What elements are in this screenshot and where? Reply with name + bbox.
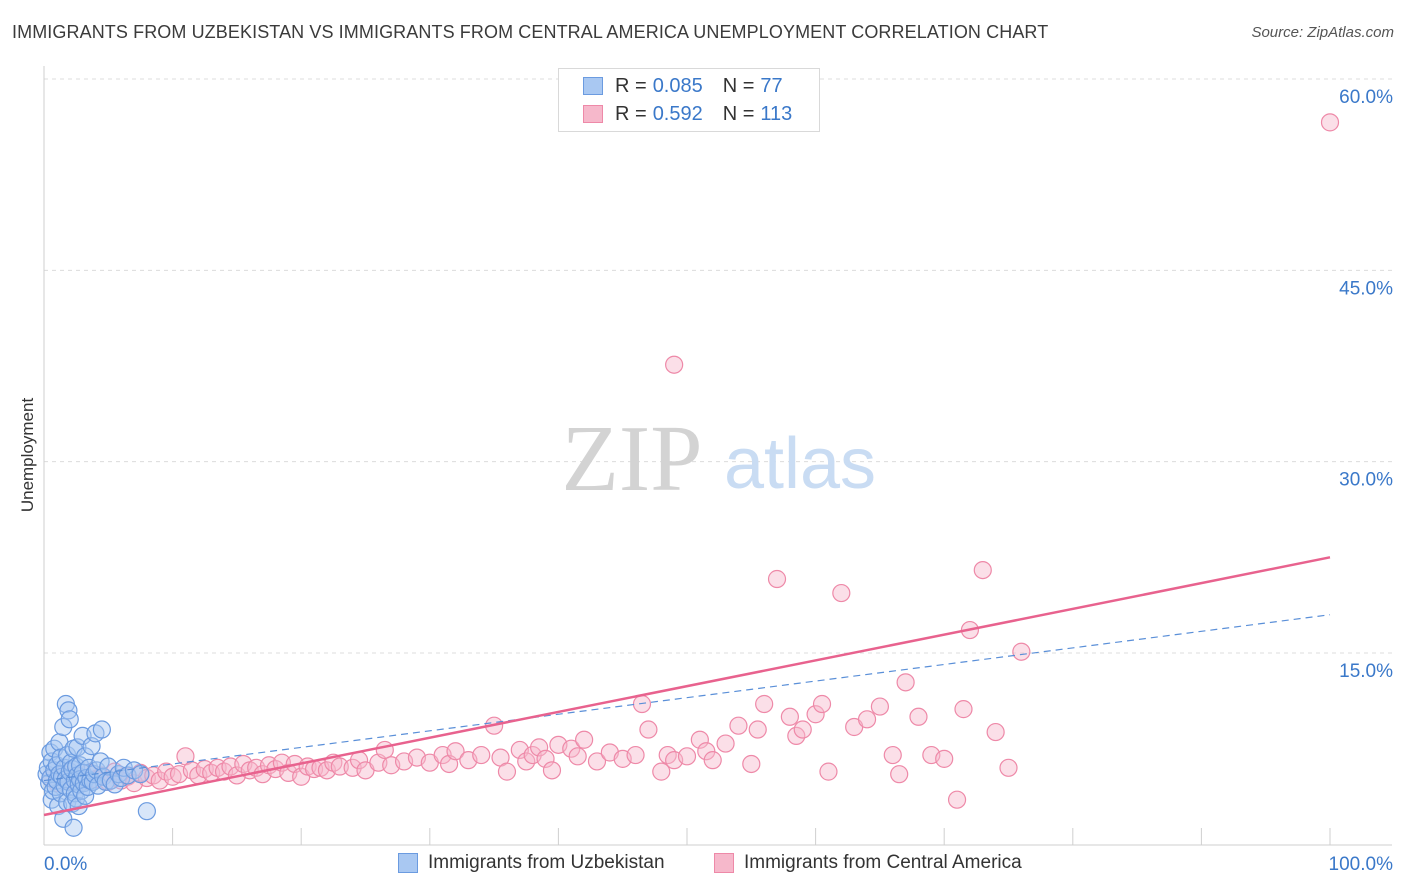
data-point-central-america (575, 730, 594, 749)
stats-legend: R = 0.085 N = 77 R = 0.592 N = 113 (558, 68, 820, 132)
watermark-atlas: atlas (724, 424, 876, 504)
legend-row-central-america: R = 0.592 N = 113 (583, 101, 792, 127)
data-point-central-america (755, 694, 774, 714)
data-point-central-america (742, 754, 761, 774)
data-point-central-america (793, 720, 812, 739)
data-point-central-america (870, 697, 890, 716)
data-point-central-america (677, 747, 697, 766)
legend-swatch-pink (583, 105, 603, 123)
y-tick-label: 45.0% (1339, 278, 1393, 299)
y-tick-label: 15.0% (1339, 661, 1393, 682)
data-point-central-america (703, 751, 722, 770)
bottom-legend-label: Immigrants from Uzbekistan (428, 852, 665, 873)
gridlines (44, 78, 1392, 654)
data-point-central-america (530, 738, 549, 757)
data-point-central-america (729, 716, 748, 735)
x-tick-label: 100.0% (1329, 854, 1394, 875)
data-point-central-america (690, 730, 709, 749)
data-point-central-america (896, 673, 915, 692)
data-point-central-america (716, 734, 735, 753)
data-point-central-america (446, 742, 465, 761)
trend-lines (43, 556, 1331, 817)
data-point-central-america (954, 700, 973, 719)
x-tick-label: 0.0% (44, 854, 87, 875)
bottom-legend-swatch-pink (714, 853, 734, 873)
data-point-central-america (665, 355, 684, 374)
legend-row-uzbekistan: R = 0.085 N = 77 (583, 73, 783, 99)
data-point-central-america (819, 762, 838, 781)
trendline-uzbekistan (43, 614, 1331, 782)
data-point-central-america (587, 752, 607, 771)
legend-r-label: R = (615, 74, 647, 97)
data-point-central-america (472, 745, 491, 765)
data-point-central-america (568, 747, 587, 766)
data-point-central-america (780, 707, 799, 726)
y-tick-label: 60.0% (1339, 87, 1393, 108)
data-point-central-america (536, 749, 555, 768)
data-point-central-america (497, 762, 517, 781)
data-point-central-america (652, 762, 671, 781)
bottom-legend-swatch-blue (398, 853, 418, 873)
data-point-central-america (639, 720, 658, 739)
tick-labels: 15.0% 30.0% 45.0% 60.0% 0.0% 100.0% (44, 87, 1393, 875)
data-point-central-america (935, 749, 954, 768)
bottom-legend-label: Immigrants from Central America (744, 852, 1022, 873)
data-point-central-america (857, 710, 877, 729)
source-note: Source: ZipAtlas.com (1251, 24, 1394, 41)
data-point-central-america (890, 765, 909, 784)
axes (43, 66, 1392, 846)
data-point-central-america (1012, 642, 1031, 661)
data-point-central-america (812, 694, 832, 714)
y-tick-label: 30.0% (1339, 470, 1393, 491)
data-point-uzbekistan (137, 802, 156, 821)
data-point-central-america (806, 705, 825, 724)
data-point-central-america (986, 722, 1005, 742)
data-point-central-america (883, 745, 902, 765)
data-point-central-america (909, 707, 928, 726)
legend-n-value: 113 (760, 102, 793, 125)
legend-n-value: 77 (760, 74, 783, 97)
data-point-uzbekistan (131, 765, 150, 784)
data-point-central-america (697, 742, 716, 761)
legend-swatch-blue (583, 77, 603, 95)
data-point-central-america (542, 761, 562, 780)
legend-r-value: 0.592 (652, 102, 703, 125)
data-point-uzbekistan (64, 818, 83, 837)
legend-r-value: 0.085 (652, 74, 703, 97)
legend-n-label: N = (722, 74, 755, 97)
data-point-central-america (999, 758, 1018, 777)
chart-title: IMMIGRANTS FROM UZBEKISTAN VS IMMIGRANTS… (12, 22, 1049, 42)
series-uzbekistan-points (37, 694, 156, 837)
data-point-uzbekistan (92, 720, 111, 739)
data-point-central-america (330, 757, 349, 776)
data-point-central-america (1320, 113, 1340, 132)
data-point-central-america (832, 583, 851, 603)
legend-n-label: N = (722, 102, 755, 125)
legend-r-label: R = (615, 102, 647, 125)
watermark: ZIP atlas (562, 407, 877, 511)
data-point-central-america (973, 560, 992, 580)
data-point-uzbekistan (60, 710, 79, 729)
data-point-central-america (947, 790, 967, 809)
trendline-central-america (43, 556, 1331, 817)
data-point-central-america (375, 740, 394, 760)
bottom-legend-central-america: Immigrants from Central America (714, 852, 1022, 874)
data-point-central-america (767, 569, 787, 589)
data-point-uzbekistan (99, 757, 118, 776)
bottom-legend-uzbekistan: Immigrants from Uzbekistan (398, 852, 665, 874)
watermark-zip: ZIP (562, 407, 703, 511)
data-point-central-america (626, 745, 645, 765)
data-point-central-america (748, 720, 767, 739)
